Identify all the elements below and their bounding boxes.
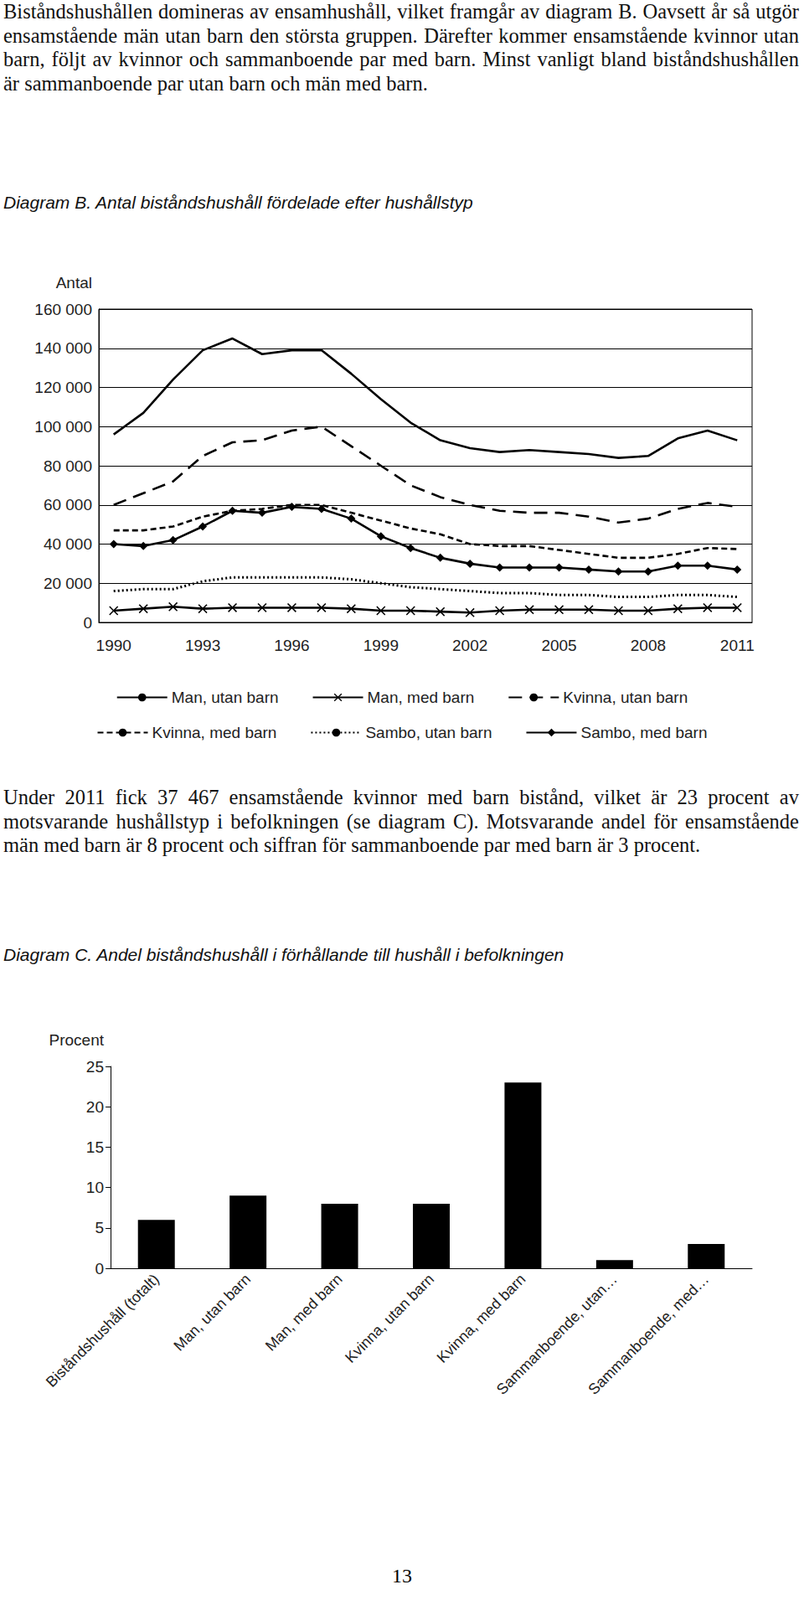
svg-text:5: 5 [94,1218,104,1237]
svg-text:Sammanboende, utan…: Sammanboende, utan… [493,1270,621,1398]
svg-text:0: 0 [94,1259,104,1278]
html-text:Under 2011 fick 37 467 ensamst: Under 2011 fick 37 467 ensamstående kvin… [3,785,799,856]
svg-text:40 000: 40 000 [43,535,93,553]
html-text:Diagram C. Andel biståndshushå: Diagram C. Andel biståndshushåll i förhå… [3,944,564,964]
svg-text:160 000: 160 000 [34,300,93,319]
svg-text:Kvinna, utan barn: Kvinna, utan barn [562,688,688,707]
html-text:Biståndshushållen domineras av: Biståndshushållen domineras av ensamhush… [3,0,799,95]
svg-text:Kvinna, med barn: Kvinna, med barn [152,723,278,742]
svg-text:15: 15 [86,1138,104,1156]
svg-text:Man, utan barn: Man, utan barn [171,688,279,707]
svg-text:140 000: 140 000 [34,339,93,357]
html-text:13: 13 [391,1564,413,1587]
svg-text:Sambo, utan barn: Sambo, utan barn [365,723,492,742]
svg-text:Sammanboende, med…: Sammanboende, med… [584,1270,712,1398]
svg-text:0: 0 [82,613,93,632]
svg-text:Biståndshushåll (totalt): Biståndshushåll (totalt) [42,1270,163,1391]
svg-text:1996: 1996 [273,636,310,655]
svg-text:2011: 2011 [720,636,755,655]
svg-text:20: 20 [86,1097,104,1116]
svg-text:2005: 2005 [541,636,577,655]
svg-text:1993: 1993 [185,636,221,655]
svg-text:Man, utan barn: Man, utan barn [170,1270,255,1355]
svg-text:25: 25 [86,1057,104,1076]
svg-text:Antal: Antal [56,273,93,292]
svg-text:Sambo, med barn: Sambo, med barn [580,723,707,742]
svg-text:10: 10 [86,1178,104,1196]
svg-text:80 000: 80 000 [43,457,93,475]
svg-text:100 000: 100 000 [34,417,93,436]
html-text:Diagram B. Antal biståndshushå: Diagram B. Antal biståndshushåll fördela… [3,192,473,212]
svg-text:Man, med barn: Man, med barn [367,688,475,707]
svg-text:Kvinna, med barn: Kvinna, med barn [433,1270,530,1366]
svg-text:Man, med barn: Man, med barn [262,1270,346,1355]
svg-text:20 000: 20 000 [43,574,93,593]
svg-text:2002: 2002 [452,636,488,655]
svg-text:2008: 2008 [630,636,666,655]
svg-text:Procent: Procent [49,1030,105,1049]
svg-text:1990: 1990 [96,636,132,655]
svg-text:1999: 1999 [363,636,399,655]
svg-text:60 000: 60 000 [43,495,93,514]
svg-text:Kvinna, utan barn: Kvinna, utan barn [341,1270,438,1366]
svg-text:120 000: 120 000 [34,378,93,397]
